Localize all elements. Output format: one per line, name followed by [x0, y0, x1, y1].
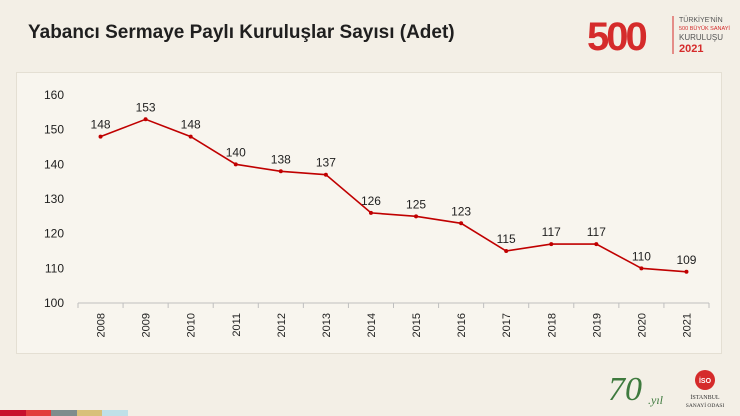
x-tick-label: 2010 — [186, 313, 198, 337]
data-point — [459, 221, 464, 226]
stripe-segment — [76, 410, 103, 416]
line-chart: 100 110 120 130 140 150 160 2008 2009 2010 2011 201… — [44, 88, 710, 337]
data-label: 126 — [361, 194, 381, 208]
logo-istanbul-sanayi-odasi: İSO İSTANBUL SANAYİ ODASI — [686, 370, 725, 409]
data-label: 110 — [632, 249, 651, 263]
x-tick-label: 2020 — [636, 313, 648, 337]
data-label: 137 — [316, 156, 336, 170]
series-line — [100, 118, 687, 273]
x-tick-label: 2009 — [141, 313, 153, 337]
y-tick-label: 130 — [44, 192, 64, 206]
x-tick-label: 2011 — [231, 313, 243, 337]
x-tick-label: 2013 — [321, 313, 333, 337]
data-point — [639, 266, 644, 271]
logo-70-yil: 70 .yıl — [608, 371, 664, 408]
logo-70-suffix: .yıl — [648, 393, 664, 407]
data-point — [414, 214, 419, 219]
data-label: 140 — [226, 145, 246, 159]
y-tick-label: 140 — [44, 157, 64, 171]
iso-gear-icon — [695, 370, 715, 390]
logo-iso-line1: İSTANBUL — [690, 394, 720, 401]
data-point — [143, 117, 148, 122]
data-label: 148 — [181, 118, 201, 132]
logo-500-line1: TÜRKİYE'NİN — [679, 15, 723, 24]
stripe-segment — [102, 410, 128, 416]
data-point — [278, 169, 283, 174]
data-point — [594, 242, 599, 247]
data-label: 117 — [542, 225, 561, 239]
x-tick-label: 2008 — [96, 313, 108, 337]
y-tick-label: 150 — [44, 123, 64, 137]
stripe-segment — [25, 410, 52, 416]
x-tick-label: 2016 — [456, 313, 468, 337]
x-tick-label: 2014 — [366, 313, 378, 337]
x-tick-label: 2015 — [411, 313, 423, 337]
data-point — [323, 172, 328, 177]
logo-500-buyuk-sanayi: 500 TÜRKİYE'NİN 500 BÜYÜK SANAYİ KURULUŞ… — [587, 15, 730, 58]
x-tick-label: 2012 — [276, 313, 288, 337]
data-point — [188, 134, 193, 139]
chart-panel: 100 110 120 130 140 150 160 2008 2009 2010 2011 201… — [16, 72, 722, 354]
x-tick-label: 2017 — [501, 313, 513, 337]
logo-500-line3: KURULUŞU — [679, 33, 723, 42]
data-point — [368, 210, 373, 215]
logo-70-number: 70 — [608, 371, 642, 408]
data-point — [98, 134, 103, 139]
logo-iso-mark: İSO — [699, 377, 712, 385]
data-point — [504, 249, 509, 253]
data-label: 125 — [406, 197, 426, 211]
data-label: 148 — [91, 118, 111, 132]
data-label: 153 — [136, 100, 156, 114]
data-label: 123 — [451, 204, 471, 218]
logo-500-line2: 500 BÜYÜK SANAYİ — [679, 25, 730, 32]
logo-500-year: 2021 — [679, 43, 703, 55]
stripe-segment — [51, 410, 77, 416]
x-tick-label: 2019 — [591, 313, 603, 337]
logo-iso-line2: SANAYİ ODASI — [686, 402, 725, 409]
data-point — [233, 162, 238, 167]
logo-500-number: 500 — [587, 15, 646, 58]
data-label: 115 — [497, 232, 516, 246]
data-point — [549, 242, 554, 247]
y-tick-label: 120 — [44, 227, 64, 241]
color-stripe — [0, 410, 128, 416]
x-tick-label: 2018 — [546, 313, 558, 337]
data-label: 117 — [587, 225, 606, 239]
data-label: 138 — [271, 152, 291, 166]
slide-title: Yabancı Sermaye Paylı Kuruluşlar Sayısı … — [28, 22, 455, 43]
y-tick-label: 160 — [44, 88, 64, 102]
y-tick-label: 110 — [45, 261, 64, 275]
data-point — [684, 269, 689, 274]
y-tick-label: 100 — [44, 296, 64, 310]
data-label: 109 — [676, 253, 696, 267]
x-tick-label: 2021 — [681, 313, 693, 337]
stripe-segment — [0, 410, 26, 416]
